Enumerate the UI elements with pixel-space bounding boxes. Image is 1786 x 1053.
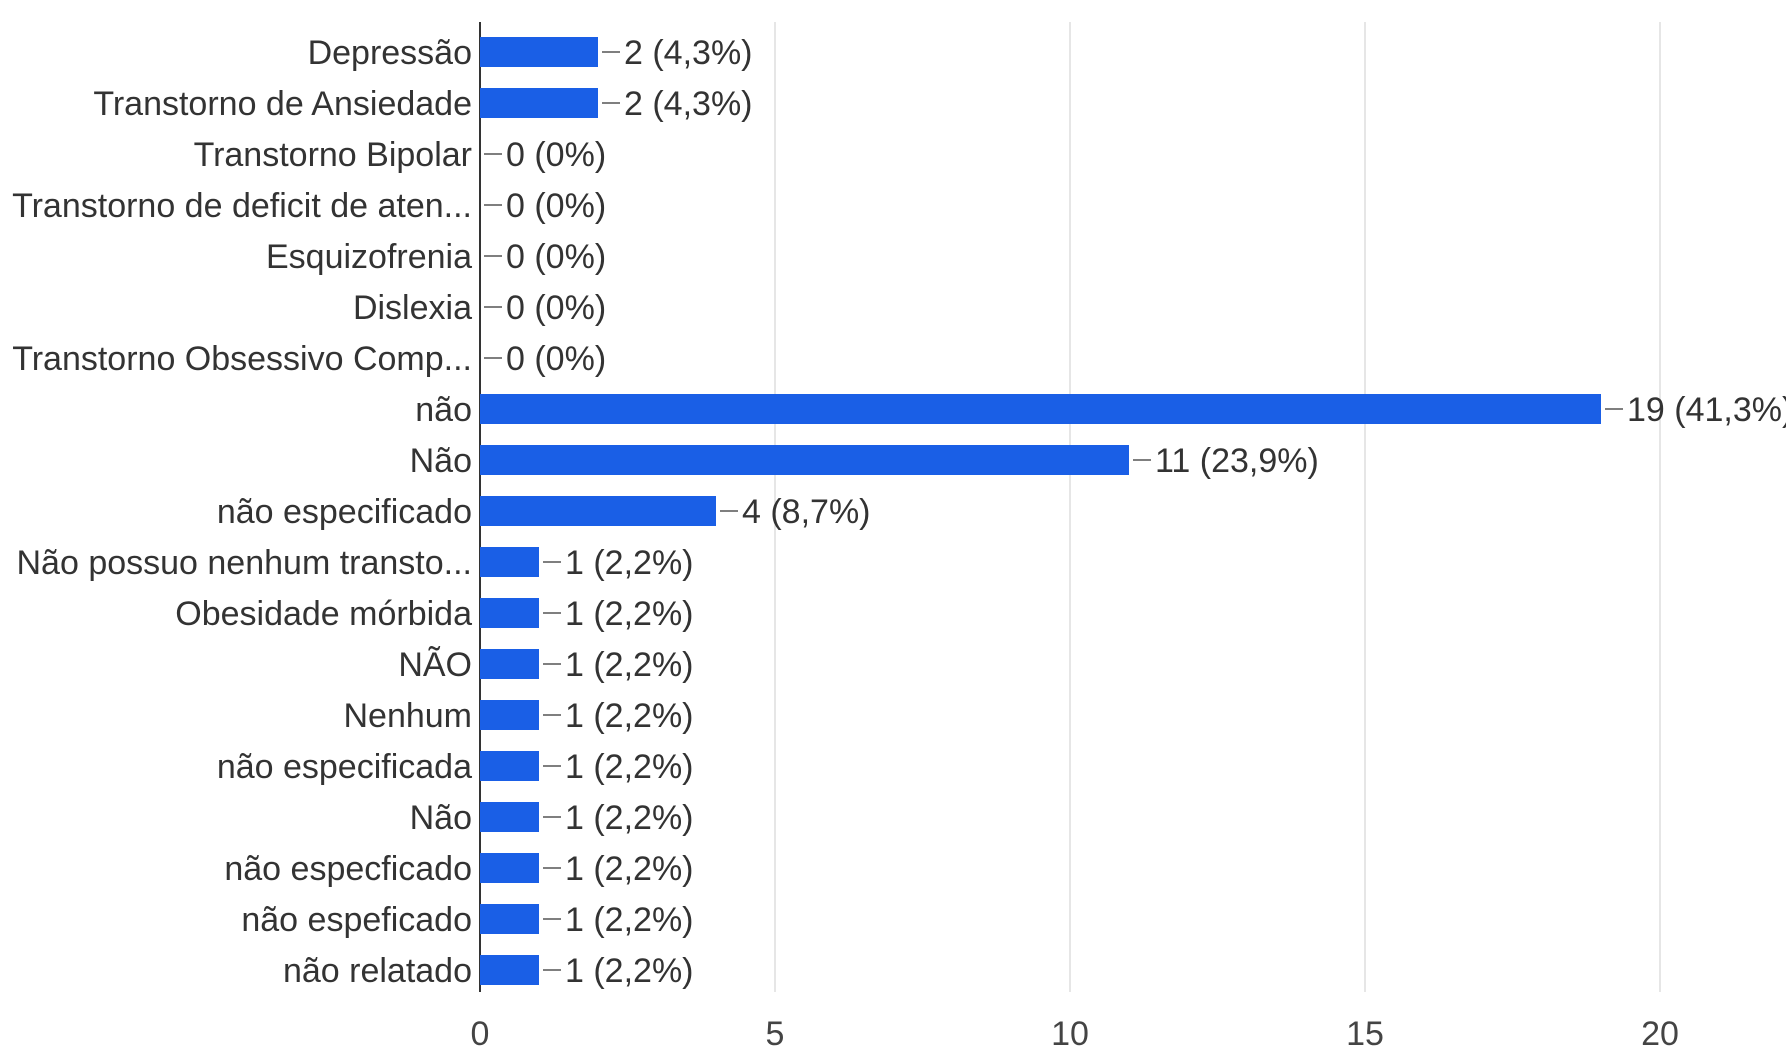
bar: [480, 547, 539, 577]
labels-layer: Depressão 2 (4,3%) Transtorno de Ansiedade…: [12, 34, 1786, 990]
category-label: Transtorno de deficit de aten...: [12, 187, 472, 225]
category-label: não espeficado: [241, 901, 472, 939]
bar: [480, 853, 539, 883]
category-label: não especificado: [217, 493, 472, 531]
data-label: 1 (2,2%): [565, 544, 694, 582]
bar: [480, 751, 539, 781]
category-label: não relatado: [283, 952, 472, 990]
data-label: 1 (2,2%): [565, 799, 694, 837]
category-label: Transtorno Obsessivo Comp...: [12, 340, 472, 378]
category-label: Obesidade mórbida: [175, 595, 472, 633]
data-label: 4 (8,7%): [742, 493, 871, 531]
data-label: 2 (4,3%): [624, 34, 753, 72]
bar: [480, 598, 539, 628]
bar: [480, 955, 539, 985]
bar: [480, 88, 598, 118]
data-label: 0 (0%): [506, 187, 606, 225]
category-label: Transtorno Bipolar: [194, 136, 472, 174]
category-label: Não: [410, 442, 472, 480]
data-label: 2 (4,3%): [624, 85, 753, 123]
x-tick-label: 5: [766, 1015, 785, 1053]
category-label: não especificada: [217, 748, 472, 786]
bar: [480, 394, 1601, 424]
category-label: Nenhum: [343, 697, 472, 735]
category-label: Transtorno de Ansiedade: [93, 85, 472, 123]
x-tick-label: 10: [1051, 1015, 1089, 1053]
bar: [480, 496, 716, 526]
data-label: 1 (2,2%): [565, 901, 694, 939]
category-label: não: [415, 391, 472, 429]
data-label: 0 (0%): [506, 289, 606, 327]
bars-layer: [480, 37, 1601, 985]
bar: [480, 700, 539, 730]
bar: [480, 37, 598, 67]
category-label: Não: [410, 799, 472, 837]
bar: [480, 649, 539, 679]
data-label: 1 (2,2%): [565, 850, 694, 888]
data-label: 0 (0%): [506, 136, 606, 174]
category-label: não especficado: [224, 850, 472, 888]
x-tick-label: 0: [471, 1015, 490, 1053]
category-label: Não possuo nenhum transto...: [17, 544, 473, 582]
bar: [480, 802, 539, 832]
data-label: 1 (2,2%): [565, 952, 694, 990]
category-label: Depressão: [308, 34, 472, 72]
data-label: 0 (0%): [506, 238, 606, 276]
x-tick-label: 15: [1346, 1015, 1384, 1053]
bar: [480, 445, 1129, 475]
category-label: Esquizofrenia: [266, 238, 472, 276]
data-label: 19 (41,3%): [1627, 391, 1786, 429]
data-label: 1 (2,2%): [565, 595, 694, 633]
data-label: 1 (2,2%): [565, 646, 694, 684]
category-label: Dislexia: [353, 289, 472, 327]
data-label: 0 (0%): [506, 340, 606, 378]
data-label: 1 (2,2%): [565, 748, 694, 786]
category-label: NÃO: [398, 646, 472, 684]
x-axis-ticks: 0 5 10 15 20: [471, 1015, 1679, 1053]
data-label: 11 (23,9%): [1155, 442, 1319, 480]
data-label: 1 (2,2%): [565, 697, 694, 735]
x-tick-label: 20: [1641, 1015, 1679, 1053]
bar: [480, 904, 539, 934]
